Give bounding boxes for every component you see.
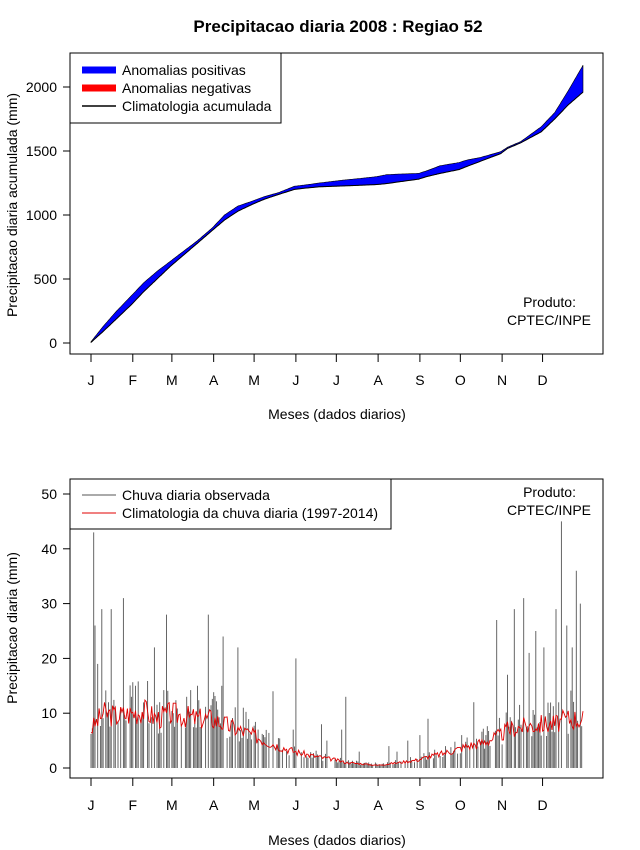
top-x-tick-label: D xyxy=(537,372,547,388)
bottom-x-tick-label: M xyxy=(166,797,178,813)
bottom-y-tick-label: 50 xyxy=(41,486,57,502)
legend-label-clim-daily: Climatologia da chuva diaria (1997-2014) xyxy=(122,505,378,521)
top-legend: Anomalias positivas Anomalias negativas … xyxy=(69,52,282,124)
cumulative-chart: 0 500 1000 1500 2000 J F M A M J J A S O N D Precipitac… xyxy=(4,52,604,422)
top-y-axis-label: Precipitacao diaria acumulada (mm) xyxy=(4,93,20,317)
bottom-y-tick-label: 20 xyxy=(41,650,57,666)
bottom-y-tick-label: 10 xyxy=(41,705,57,721)
bottom-y-axis-label: Precipitacao diaria (mm) xyxy=(4,552,20,704)
bottom-product-label: Produto: xyxy=(523,484,576,500)
legend-label-negative: Anomalias negativas xyxy=(122,80,251,96)
climatology-line xyxy=(90,698,584,766)
bottom-y-axis: 0 10 20 30 40 50 xyxy=(41,486,71,776)
bottom-x-tick-label: A xyxy=(373,797,383,813)
top-y-tick-label: 0 xyxy=(49,335,57,351)
top-x-axis-label: Meses (dados diarios) xyxy=(268,406,406,422)
anomaly-area xyxy=(90,65,584,344)
top-x-tick-label: J xyxy=(333,372,340,388)
bottom-x-tick-label: O xyxy=(455,797,466,813)
bottom-y-tick-label: 40 xyxy=(41,541,57,557)
top-x-tick-label: N xyxy=(497,372,507,388)
top-y-tick-label: 500 xyxy=(34,271,58,287)
climatology-daily-line xyxy=(90,698,584,766)
legend-label-positive: Anomalias positivas xyxy=(122,62,246,78)
bottom-x-tick-label: D xyxy=(537,797,547,813)
chart-title: Precipitacao diaria 2008 : Regiao 52 xyxy=(193,17,482,36)
top-x-tick-label: S xyxy=(415,372,424,388)
bottom-x-tick-label: M xyxy=(248,797,260,813)
legend-label-observed: Chuva diaria observada xyxy=(122,487,270,503)
top-product-source: CPTEC/INPE xyxy=(507,312,591,328)
bottom-x-tick-label: N xyxy=(497,797,507,813)
bottom-x-tick-label: J xyxy=(292,797,299,813)
legend-label-clim: Climatologia acumulada xyxy=(122,98,272,114)
top-product-label: Produto: xyxy=(523,294,576,310)
bottom-product-source: CPTEC/INPE xyxy=(507,502,591,518)
daily-chart: 0 10 20 30 40 50 J F M A M J J A S O N D Precipitacao di… xyxy=(4,478,604,848)
top-y-tick-label: 2000 xyxy=(26,79,57,95)
bottom-legend-box xyxy=(69,478,392,530)
bottom-x-axis-label: Meses (dados diarios) xyxy=(268,832,406,848)
bottom-y-tick-label: 0 xyxy=(49,760,57,776)
observed-bars xyxy=(90,521,583,768)
top-x-tick-label: M xyxy=(248,372,260,388)
top-y-axis: 0 500 1000 1500 2000 xyxy=(26,79,71,351)
top-y-tick-label: 1500 xyxy=(26,143,57,159)
bottom-y-tick-label: 30 xyxy=(41,596,57,612)
bottom-x-tick-label: J xyxy=(88,797,95,813)
bottom-x-tick-label: A xyxy=(209,797,219,813)
top-x-tick-label: O xyxy=(455,372,466,388)
top-x-tick-label: J xyxy=(292,372,299,388)
bottom-legend: Chuva diaria observada Climatologia da c… xyxy=(69,478,392,530)
bottom-x-tick-label: J xyxy=(333,797,340,813)
top-x-tick-label: M xyxy=(166,372,178,388)
top-x-tick-label: A xyxy=(209,372,219,388)
top-x-tick-label: F xyxy=(129,372,138,388)
climatology-cumulative-line xyxy=(90,91,584,343)
top-x-tick-label: A xyxy=(373,372,383,388)
bottom-x-tick-label: S xyxy=(415,797,424,813)
top-x-tick-label: J xyxy=(88,372,95,388)
bottom-x-tick-label: F xyxy=(129,797,138,813)
top-y-tick-label: 1000 xyxy=(26,207,57,223)
